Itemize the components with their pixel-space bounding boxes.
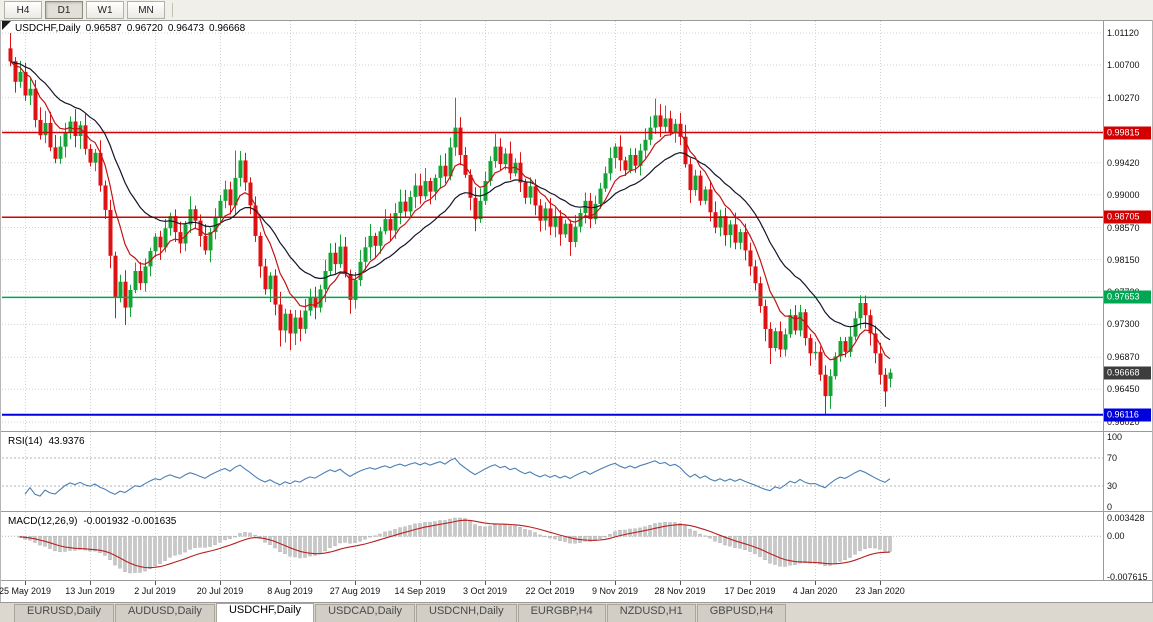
chart-tabs-bar: EURUSD,Daily AUDUSD,Daily USDCHF,Daily USDC… [0,602,1153,622]
ohlc-high: 0.96720 [126,23,163,34]
rsi-indicator-label: RSI(14) 43.9376 [8,436,91,447]
macd-name: MACD(12,26,9) [8,516,78,527]
macd-value: -0.001932 -0.001635 [83,516,177,527]
chart-tab-audusd[interactable]: AUDUSD,Daily [114,604,215,622]
chart-tab-eurgbp[interactable]: EURGBP,H4 [517,604,606,622]
chart-tab-gbpusd[interactable]: GBPUSD,H4 [696,604,787,622]
chart-title: USDCHF,Daily 0.96587 0.96720 0.96473 0.96668 [15,23,250,34]
chart-tab-nzdusd[interactable]: NZDUSD,H1 [606,604,696,622]
ma-slow-line [9,60,891,341]
chart-tab-eurusd[interactable]: EURUSD,Daily [14,604,114,622]
timeframe-button-mn[interactable]: MN [127,1,165,19]
macd-indicator-label: MACD(12,26,9) -0.001932 -0.001635 [8,516,182,527]
macd-signal-line [19,519,891,569]
timeframe-toolbar: H4 D1 W1 MN [0,0,1153,20]
ohlc-low: 0.96473 [167,23,205,34]
panel-dividers [0,20,1153,581]
chart-corner-arrow-icon [2,21,11,30]
candles-down [8,48,888,397]
toolbar-separator [172,3,173,17]
ohlc-close: 0.96668 [209,23,246,34]
timeframe-button-d1[interactable]: D1 [45,1,83,19]
rsi-value: 43.9376 [48,436,85,447]
ma-fast-line [9,60,891,361]
chart-tab-usdcad[interactable]: USDCAD,Daily [315,604,416,622]
rsi-level-lines [2,457,1103,487]
rsi-line [24,457,891,497]
time-axis-ticks [25,581,881,585]
ohlc-open: 0.96587 [85,23,122,34]
timeframe-button-h4[interactable]: H4 [4,1,42,19]
chart-tab-usdchf[interactable]: USDCHF,Daily [215,603,315,622]
chart-tab-usdcnh[interactable]: USDCNH,Daily [416,604,517,622]
rsi-name: RSI(14) [8,436,43,447]
chart-symbol-period: USDCHF,Daily [15,23,81,34]
timeframe-button-w1[interactable]: W1 [86,1,124,19]
